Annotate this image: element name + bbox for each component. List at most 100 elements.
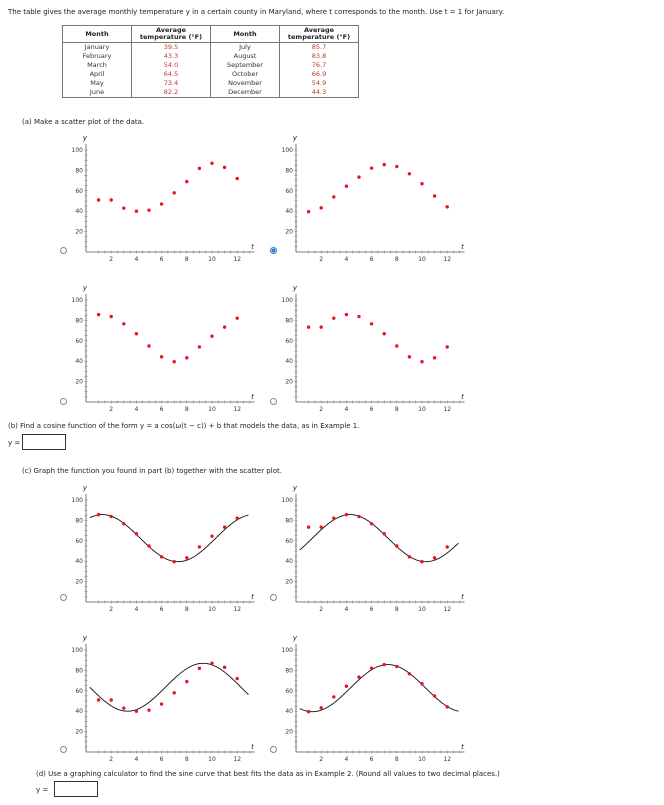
y-tick-label: 100 (72, 647, 84, 654)
y-tick-label: 60 (285, 688, 293, 695)
x-axis-label: t (461, 593, 464, 601)
data-point (222, 165, 227, 170)
x-tick-label: 2 (109, 606, 113, 613)
data-point (407, 555, 412, 559)
month-cell: January (62, 42, 132, 52)
data-point (96, 698, 101, 702)
data-point (395, 664, 399, 669)
y-tick-label: 80 (75, 667, 83, 674)
data-point (109, 698, 113, 702)
table-header: Average temperature (°F) (131, 25, 211, 43)
x-tick-label: 6 (370, 406, 374, 413)
x-tick-label: 10 (418, 256, 426, 263)
x-tick-label: 10 (208, 256, 216, 263)
data-point (407, 672, 412, 676)
data-point (357, 314, 361, 319)
y-tick-label: 40 (75, 708, 83, 715)
answer-choice-radio-a3[interactable] (60, 398, 67, 405)
data-point (432, 194, 437, 198)
y-axis-label: y (292, 484, 298, 492)
y-axis-label: y (82, 134, 88, 142)
data-point (159, 355, 164, 359)
data-point (395, 344, 399, 348)
answer-choice-radio-c4[interactable] (270, 746, 277, 753)
x-tick-label: 8 (185, 406, 189, 413)
y-axis-label: y (82, 484, 88, 492)
y-tick-label: 20 (285, 729, 293, 736)
data-point (109, 314, 113, 319)
y-tick-label: 80 (285, 517, 293, 524)
data-point (407, 172, 412, 176)
data-point (344, 684, 349, 688)
x-axis-label: t (461, 743, 464, 751)
y-tick-label: 60 (75, 538, 83, 545)
table-row: May 73.4 November 54.9 (62, 79, 359, 88)
x-tick-label: 8 (185, 756, 189, 763)
data-point (332, 516, 336, 520)
data-point (147, 544, 151, 548)
model-curve (299, 514, 459, 563)
data-point (147, 208, 151, 212)
answer-choice-radio-a2[interactable] (270, 247, 277, 254)
data-point (210, 661, 214, 665)
scatter-plot-c2: 2 4 6 8 10 12 20 40 60 80 100 y t (282, 484, 465, 613)
month-cell: April (62, 70, 132, 79)
data-point (382, 162, 386, 167)
x-tick-label: 10 (418, 406, 426, 413)
data-point (306, 710, 311, 714)
table-header: Average temperature (°F) (279, 25, 359, 43)
data-point (159, 702, 164, 706)
data-point (445, 205, 449, 209)
temperature-cell: 64.5 (131, 70, 211, 79)
data-point (122, 706, 126, 710)
scatter-plot-a2: 2 4 6 8 10 12 20 40 60 80 100 y t (282, 134, 465, 263)
temperature-cell: 66.9 (279, 70, 359, 79)
y-tick-label: 20 (285, 229, 293, 236)
scatter-plot-a4: 2 4 6 8 10 12 20 40 60 80 100 y t (282, 284, 465, 413)
data-point (357, 175, 361, 179)
x-tick-label: 8 (395, 606, 399, 613)
month-cell: December (210, 88, 280, 98)
data-point (420, 682, 424, 686)
month-cell: March (62, 61, 132, 70)
temperature-cell: 54.0 (131, 61, 211, 70)
x-tick-label: 12 (443, 406, 451, 413)
x-tick-label: 8 (185, 606, 189, 613)
table-row: June 82.2 December 44.3 (62, 88, 359, 98)
x-tick-label: 12 (233, 406, 241, 413)
data-point (96, 198, 101, 202)
x-tick-label: 10 (418, 606, 426, 613)
answer-choice-radio-a1[interactable] (60, 247, 67, 254)
data-point (197, 545, 202, 549)
x-tick-label: 12 (443, 756, 451, 763)
data-point (147, 344, 151, 348)
data-point (235, 676, 239, 681)
table-row: January 39.5 July 85.7 (62, 42, 359, 52)
answer-d-input[interactable] (54, 781, 98, 797)
data-point (395, 544, 399, 548)
answer-choice-radio-a4[interactable] (270, 398, 277, 405)
data-point (306, 210, 311, 214)
data-point (420, 560, 424, 564)
y-tick-label: 80 (75, 167, 83, 174)
table-row: March 54.0 September 76.7 (62, 61, 359, 70)
answer-choice-radio-c3[interactable] (60, 746, 67, 753)
answer-b-input[interactable] (22, 434, 66, 450)
y-tick-label: 20 (285, 579, 293, 586)
x-tick-label: 6 (370, 256, 374, 263)
part-d-prompt: (d) Use a graphing calculator to find th… (36, 770, 500, 778)
data-point (122, 522, 126, 526)
y-tick-label: 20 (75, 379, 83, 386)
data-point (445, 345, 449, 349)
part-b-prompt: (b) Find a cosine function of the form y… (8, 422, 360, 430)
y-tick-label: 100 (282, 147, 294, 154)
answer-choice-radio-c2[interactable] (270, 594, 277, 601)
data-point (197, 666, 202, 671)
x-axis-label: t (251, 243, 254, 251)
answer-choice-radio-c1[interactable] (60, 594, 67, 601)
y-tick-label: 100 (72, 297, 84, 304)
scatter-plot-a3: 2 4 6 8 10 12 20 40 60 80 100 y t (72, 284, 255, 413)
data-point (382, 662, 386, 667)
y-tick-label: 40 (285, 708, 293, 715)
data-point (319, 325, 323, 329)
